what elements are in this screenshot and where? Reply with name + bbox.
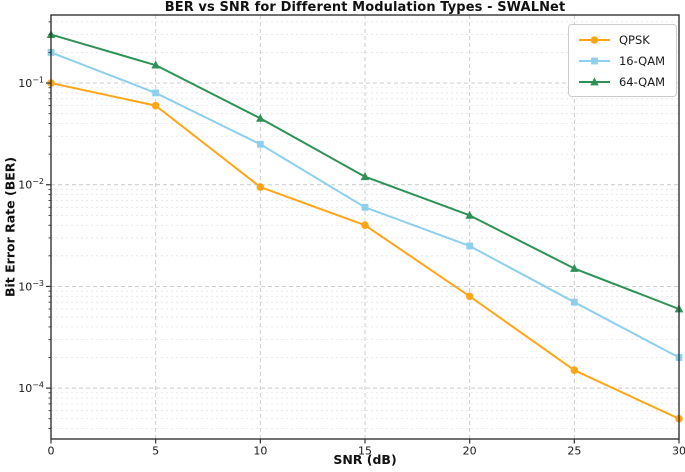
x-tick-label: 5: [152, 445, 159, 458]
series-qpsk: [47, 79, 683, 423]
y-tick-label: 10−1: [18, 76, 44, 91]
legend-label: QPSK: [618, 32, 650, 47]
qam16-marker: [466, 242, 474, 250]
legend-item-64-qam: 64-QAM: [578, 73, 665, 90]
x-axis-label: SNR (dB): [333, 452, 397, 467]
y-tick-label: 10−4: [18, 381, 44, 396]
x-tick-label: 10: [253, 445, 267, 458]
qam64-marker: [570, 263, 579, 272]
legend-item-16-qam: 16-QAM: [578, 52, 665, 69]
x-axis-ticks: 0 5 10 15 20 25 30: [48, 439, 685, 458]
qam64-marker: [465, 210, 474, 219]
legend-label: 64-QAM: [618, 74, 665, 89]
qam64-marker: [256, 113, 265, 122]
16-qam-line-marker-swatch: [578, 57, 610, 64]
qpsk-marker: [151, 101, 160, 110]
qpsk-line-marker-swatch: [578, 35, 610, 44]
qam64-marker: [151, 60, 160, 69]
qam16-marker: [570, 298, 578, 306]
legend-label: 16-QAM: [618, 53, 665, 68]
y-axis-ticks: 10−1 10−2 10−3 10−4: [18, 21, 51, 430]
y-axis-label: Bit Error Rate (BER): [2, 156, 18, 298]
chart-title: BER vs SNR for Different Modulation Type…: [164, 0, 566, 15]
legend: QPSK 16-QAM 64-QAM: [567, 24, 677, 97]
qpsk-marker: [570, 366, 579, 375]
x-tick-label: 20: [463, 445, 477, 458]
x-tick-label: 30: [672, 445, 685, 458]
qam64-marker: [360, 172, 370, 181]
y-tick-label: 10−3: [18, 279, 44, 294]
qpsk-marker: [256, 183, 265, 191]
qam16-marker: [152, 89, 160, 97]
x-tick-label: 25: [567, 445, 581, 458]
qam16-marker: [361, 203, 369, 211]
y-tick-label: 10−2: [18, 177, 44, 192]
x-tick-label: 0: [48, 445, 55, 458]
qpsk-marker: [361, 221, 369, 230]
64-qam-line-marker-swatch: [578, 76, 610, 85]
qpsk-marker: [465, 292, 474, 301]
legend-item-qpsk: QPSK: [578, 31, 665, 48]
x-tick-label: 15: [358, 445, 372, 458]
qam16-marker: [256, 140, 264, 148]
